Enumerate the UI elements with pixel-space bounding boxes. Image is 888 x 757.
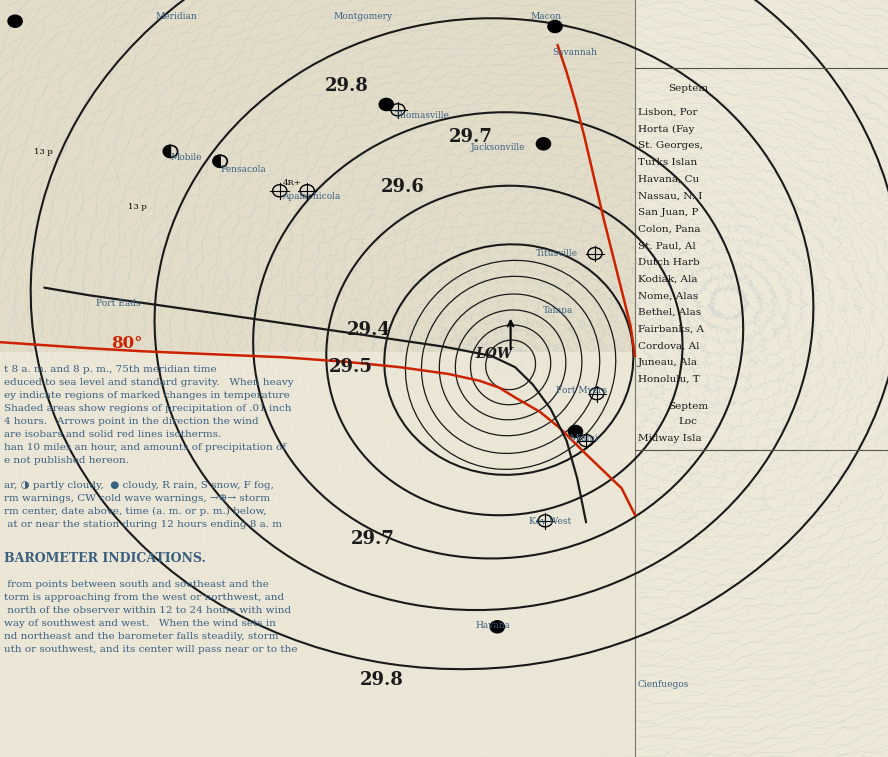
Text: are isobars and solid red lines isotherms.: are isobars and solid red lines isotherm… [4, 430, 222, 439]
Text: Thomasville: Thomasville [395, 111, 450, 120]
Text: 29.4: 29.4 [346, 322, 391, 339]
Text: Septem: Septem [668, 84, 709, 93]
Text: t 8 a. m. and 8 p. m., 75th meridian time: t 8 a. m. and 8 p. m., 75th meridian tim… [4, 366, 217, 375]
Text: Meridian: Meridian [155, 12, 197, 21]
Text: Nome, Alas: Nome, Alas [638, 291, 698, 301]
Text: uth or southwest, and its center will pass near or to the: uth or southwest, and its center will pa… [4, 645, 298, 654]
Text: Midway Isla: Midway Isla [638, 434, 702, 443]
Text: Nassau, N. I: Nassau, N. I [638, 192, 702, 201]
Text: Miami: Miami [569, 434, 599, 443]
Text: Havana: Havana [475, 621, 510, 631]
Text: nd northeast and the barometer falls steadily, storm: nd northeast and the barometer falls ste… [4, 632, 279, 641]
Text: Septem: Septem [668, 402, 709, 411]
Circle shape [8, 15, 22, 27]
Text: ar, ◑ partly cloudy,  ● cloudy, R rain, S snow, F fog,: ar, ◑ partly cloudy, ● cloudy, R rain, S… [4, 481, 274, 491]
Text: ey indicate regions of marked changes in temperature: ey indicate regions of marked changes in… [4, 391, 290, 400]
Text: Bethel, Alas: Bethel, Alas [638, 308, 701, 317]
Text: Apalachicola: Apalachicola [282, 192, 341, 201]
Text: 13 p: 13 p [34, 148, 52, 156]
Text: 29.8: 29.8 [360, 671, 404, 689]
Text: Fairbanks, A: Fairbanks, A [638, 325, 703, 334]
Wedge shape [163, 145, 170, 157]
Text: Havana, Cu: Havana, Cu [638, 175, 699, 184]
Text: Macon: Macon [530, 12, 561, 21]
Text: Tampa: Tampa [543, 306, 573, 315]
Text: from points between south and southeast and the: from points between south and southeast … [4, 581, 269, 590]
Text: 29.6: 29.6 [381, 178, 425, 195]
Text: north of the observer within 12 to 24 hours with wind: north of the observer within 12 to 24 ho… [4, 606, 291, 615]
Text: Pensacola: Pensacola [220, 165, 266, 174]
Text: Key West: Key West [529, 517, 572, 526]
Text: at or near the station during 12 hours ending 8 a. m: at or near the station during 12 hours e… [4, 520, 282, 529]
Text: Juneau, Ala: Juneau, Ala [638, 358, 698, 367]
Text: rm warnings, CW cold wave warnings, →⊕→ storm: rm warnings, CW cold wave warnings, →⊕→ … [4, 494, 271, 503]
Text: Colon, Pana: Colon, Pana [638, 225, 700, 234]
Text: Port Eads: Port Eads [96, 299, 140, 308]
Text: 4 hours.   Arrows point in the direction the wind: 4 hours. Arrows point in the direction t… [4, 417, 259, 426]
Text: Dutch Harb: Dutch Harb [638, 258, 700, 267]
Circle shape [379, 98, 393, 111]
Text: Fort Myers: Fort Myers [556, 386, 607, 395]
Text: Kodiak, Ala: Kodiak, Ala [638, 275, 697, 284]
Text: rm center, date above, time (a. m. or p. m.) below,: rm center, date above, time (a. m. or p.… [4, 507, 267, 516]
Circle shape [548, 20, 562, 33]
Text: way of southwest and west.   When the wind sets in: way of southwest and west. When the wind… [4, 619, 276, 628]
Text: e not published hereon.: e not published hereon. [4, 456, 130, 465]
Text: Horta (Fay: Horta (Fay [638, 125, 694, 134]
Text: 80°: 80° [111, 335, 142, 352]
Text: 29.7: 29.7 [351, 530, 395, 547]
Text: educed to sea level and standard gravity.   When heavy: educed to sea level and standard gravity… [4, 378, 294, 388]
Text: Shaded areas show regions of precipitation of .01 inch: Shaded areas show regions of precipitati… [4, 404, 292, 413]
Text: Montgomery: Montgomery [334, 12, 393, 21]
Text: 4R+: 4R+ [282, 179, 301, 188]
Circle shape [490, 621, 504, 633]
Text: LOW: LOW [475, 347, 512, 361]
Text: San Juan, P: San Juan, P [638, 208, 698, 217]
Text: St. Georges,: St. Georges, [638, 142, 702, 151]
Text: Titusville: Titusville [536, 249, 578, 258]
Text: Cordova, Al: Cordova, Al [638, 341, 699, 350]
Text: Savannah: Savannah [552, 48, 598, 57]
Circle shape [536, 138, 551, 150]
Text: St. Paul, Al: St. Paul, Al [638, 241, 695, 251]
Text: 29.5: 29.5 [329, 359, 373, 376]
Text: han 10 miles an hour, and amounts of precipitation of: han 10 miles an hour, and amounts of pre… [4, 443, 287, 452]
Text: Turks Islan: Turks Islan [638, 158, 697, 167]
Text: Lisbon, Por: Lisbon, Por [638, 108, 697, 117]
Text: Jacksonville: Jacksonville [471, 143, 525, 152]
FancyBboxPatch shape [635, 0, 888, 757]
Text: Loc: Loc [678, 417, 698, 426]
Circle shape [568, 425, 583, 438]
Text: BAROMETER INDICATIONS.: BAROMETER INDICATIONS. [4, 552, 206, 565]
Text: 29.7: 29.7 [448, 129, 493, 146]
FancyBboxPatch shape [0, 352, 635, 757]
Text: 13 p: 13 p [128, 203, 147, 211]
Text: Mobile: Mobile [170, 154, 202, 163]
Text: Cienfuegos: Cienfuegos [638, 681, 689, 690]
Text: torm is approaching from the west or northwest, and: torm is approaching from the west or nor… [4, 593, 284, 603]
Text: 29.8: 29.8 [324, 77, 369, 95]
Text: Honolulu, T: Honolulu, T [638, 375, 700, 384]
Wedge shape [213, 155, 220, 167]
